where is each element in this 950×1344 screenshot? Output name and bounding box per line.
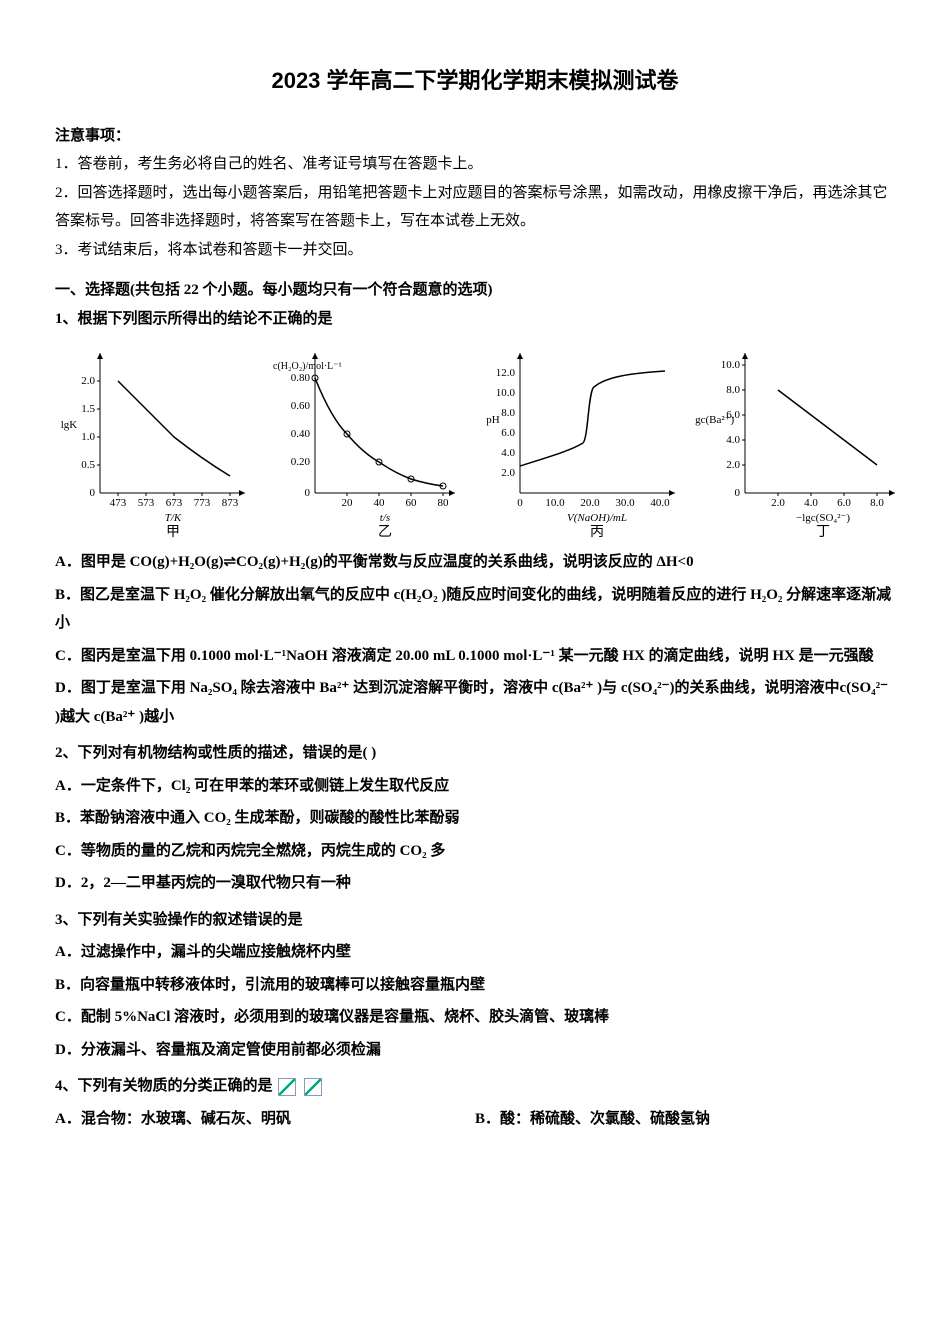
svg-text:pH: pH [486, 414, 500, 426]
svg-text:丁: 丁 [816, 525, 830, 538]
svg-text:−lgc(SO₄²⁻): −lgc(SO₄²⁻) [796, 512, 850, 524]
svg-text:0.40: 0.40 [291, 428, 311, 440]
svg-text:V(NaOH)/mL: V(NaOH)/mL [567, 512, 627, 524]
q3-opt-b: B．向容量瓶中转移液体时，引流用的玻璃棒可以接触容量瓶内壁 [55, 971, 895, 1000]
q4-opt-b: B．酸：稀硫酸、次氯酸、硫酸氢钠 [475, 1105, 895, 1134]
svg-text:0: 0 [90, 487, 96, 499]
svg-text:2.0: 2.0 [726, 459, 740, 471]
svg-text:80: 80 [438, 497, 450, 509]
q1-opt-c: C．图丙是室温下用 0.1000 mol·L⁻¹NaOH 溶液滴定 20.00 … [55, 642, 895, 671]
svg-text:4.0: 4.0 [726, 434, 740, 446]
q3-opt-d: D．分液漏斗、容量瓶及滴定管使用前都必须检漏 [55, 1036, 895, 1065]
svg-text:t/s: t/s [380, 512, 390, 524]
placeholder-icon [304, 1078, 322, 1096]
svg-text:0.80: 0.80 [291, 372, 311, 384]
svg-text:20.0: 20.0 [580, 497, 600, 509]
chart-jia: 0 0.5 1.0 1.5 2.0 473 573 673 773 873 [55, 343, 255, 538]
svg-text:2.0: 2.0 [501, 467, 515, 479]
q3-opt-c: C．配制 5%NaCl 溶液时，必须用到的玻璃仪器是容量瓶、烧杯、胶头滴管、玻璃… [55, 1003, 895, 1032]
svg-text:10.0: 10.0 [545, 497, 565, 509]
svg-text:0: 0 [735, 487, 741, 499]
page-title: 2023 学年高二下学期化学期末模拟测试卷 [55, 60, 895, 102]
svg-text:0: 0 [305, 487, 311, 499]
svg-text:c(H₂O₂)/mol·L⁻¹: c(H₂O₂)/mol·L⁻¹ [273, 361, 342, 372]
q1-charts: 0 0.5 1.0 1.5 2.0 473 573 673 773 873 [55, 343, 895, 538]
svg-text:1.5: 1.5 [81, 403, 95, 415]
chart-yi: 0 0.20 0.40 0.60 0.80 20 40 60 80 [265, 343, 465, 538]
q1-opt-b: B．图乙是室温下 H₂O₂ 催化分解放出氧气的反应中 c(H₂O₂ )随反应时间… [55, 581, 895, 638]
svg-text:60: 60 [406, 497, 418, 509]
svg-text:0: 0 [517, 497, 523, 509]
notice-2: 2．回答选择题时，选出每小题答案后，用铅笔把答题卡上对应题目的答案标号涂黑，如需… [55, 179, 895, 236]
chart-bing: 2.0 4.0 6.0 8.0 10.0 12.0 0 10.0 20.0 30… [475, 343, 685, 538]
svg-text:6.0: 6.0 [837, 497, 851, 509]
q4-stem-text: 4、下列有关物质的分类正确的是 [55, 1078, 273, 1094]
svg-text:20: 20 [342, 497, 354, 509]
svg-text:0.20: 0.20 [291, 456, 311, 468]
svg-text:8.0: 8.0 [870, 497, 884, 509]
q2-opt-d: D．2，2—二甲基丙烷的一溴取代物只有一种 [55, 869, 895, 898]
q3-opt-a: A．过滤操作中，漏斗的尖端应接触烧杯内壁 [55, 938, 895, 967]
svg-text:2.0: 2.0 [771, 497, 785, 509]
svg-text:乙: 乙 [378, 524, 392, 538]
svg-text:12.0: 12.0 [496, 367, 516, 379]
q4-stem: 4、下列有关物质的分类正确的是 [55, 1072, 895, 1101]
svg-text:T/K: T/K [165, 512, 182, 524]
q3-stem: 3、下列有关实验操作的叙述错误的是 [55, 906, 895, 935]
svg-text:4.0: 4.0 [804, 497, 818, 509]
svg-text:10.0: 10.0 [721, 359, 741, 371]
svg-text:6.0: 6.0 [501, 427, 515, 439]
svg-text:30.0: 30.0 [615, 497, 635, 509]
svg-text:lgK: lgK [61, 419, 78, 431]
placeholder-icon [278, 1078, 296, 1096]
svg-text:873: 873 [222, 497, 239, 509]
chart-ding: 0 2.0 4.0 6.0 8.0 10.0 2.0 4.0 6.0 8.0 [695, 343, 905, 538]
section-1-head: 一、选择题(共包括 22 个小题。每小题均只有一个符合题意的选项) [55, 276, 895, 305]
q2-opt-b: B．苯酚钠溶液中通入 CO₂ 生成苯酚，则碳酸的酸性比苯酚弱 [55, 804, 895, 833]
svg-text:8.0: 8.0 [726, 384, 740, 396]
svg-text:8.0: 8.0 [501, 407, 515, 419]
notice-3: 3．考试结束后，将本试卷和答题卡一并交回。 [55, 236, 895, 265]
svg-text:0.60: 0.60 [291, 400, 311, 412]
svg-text:40.0: 40.0 [650, 497, 670, 509]
notice-label: 注意事项： [55, 122, 895, 151]
svg-text:4.0: 4.0 [501, 447, 515, 459]
q1-opt-d: D．图丁是室温下用 Na₂SO₄ 除去溶液中 Ba²⁺ 达到沉淀溶解平衡时，溶液… [55, 674, 895, 731]
svg-text:40: 40 [374, 497, 386, 509]
svg-text:1.0: 1.0 [81, 431, 95, 443]
svg-text:0.5: 0.5 [81, 459, 95, 471]
q2-opt-a: A．一定条件下，Cl₂ 可在甲苯的苯环或侧链上发生取代反应 [55, 772, 895, 801]
q1-opt-a: A．图甲是 CO(g)+H₂O(g)⇌CO₂(g)+H₂(g)的平衡常数与反应温… [55, 548, 895, 577]
svg-text:2.0: 2.0 [81, 375, 95, 387]
q2-opt-c: C．等物质的量的乙烷和丙烷完全燃烧，丙烷生成的 CO₂ 多 [55, 837, 895, 866]
svg-text:673: 673 [166, 497, 183, 509]
q2-stem: 2、下列对有机物结构或性质的描述，错误的是( ) [55, 739, 895, 768]
svg-text:473: 473 [110, 497, 127, 509]
notice-1: 1．答卷前，考生务必将自己的姓名、准考证号填写在答题卡上。 [55, 150, 895, 179]
svg-text:丙: 丙 [590, 525, 604, 538]
q4-opt-a: A．混合物：水玻璃、碱石灰、明矾 [55, 1105, 475, 1134]
svg-text:573: 573 [138, 497, 155, 509]
svg-text:−lgc(Ba²⁺): −lgc(Ba²⁺) [695, 414, 734, 426]
q1-stem: 1、根据下列图示所得出的结论不正确的是 [55, 305, 895, 334]
svg-text:甲: 甲 [166, 525, 180, 538]
svg-text:10.0: 10.0 [496, 387, 516, 399]
svg-text:773: 773 [194, 497, 211, 509]
